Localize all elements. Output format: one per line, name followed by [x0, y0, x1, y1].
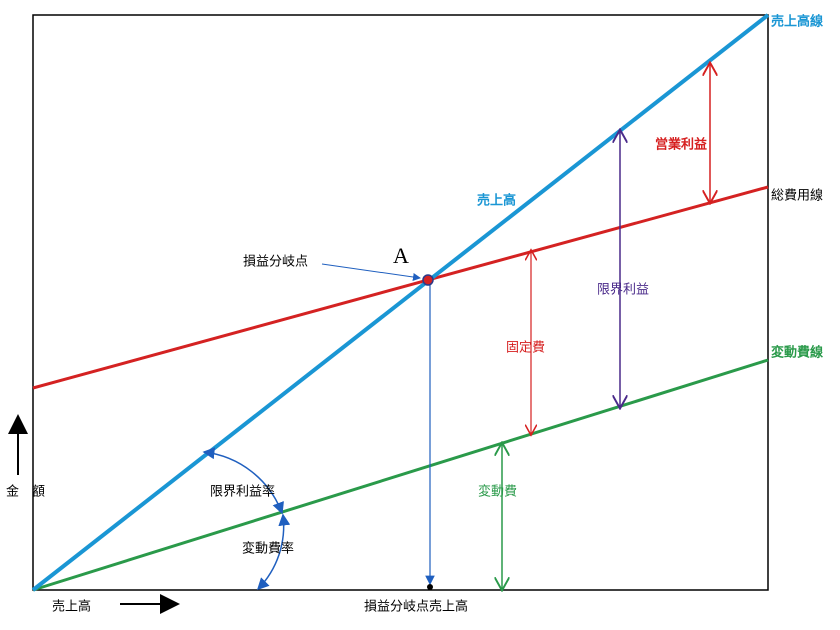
- variable-cost-line-label: 変動費線: [771, 345, 824, 361]
- sales-label: 売上高: [477, 193, 516, 209]
- variable-cost-label: 変動費: [478, 484, 517, 500]
- ratio-arc-1: [202, 447, 284, 515]
- total-cost-line: [32, 185, 769, 390]
- marginal-profit-label: 限界利益: [597, 283, 649, 298]
- total-cost-line-label: 総費用線: [771, 188, 823, 204]
- variable-cost-ratio-label: 変動費率: [242, 541, 294, 557]
- bep-pointer: [321, 263, 421, 281]
- ratio-arc-2: [256, 513, 291, 591]
- break-even-dot: [427, 584, 433, 590]
- bep-label: 損益分岐点: [243, 255, 308, 270]
- x-axis-label: 売上高: [52, 599, 91, 615]
- break-even-sales-label: 損益分岐点売上高: [364, 599, 468, 615]
- marginal-profit-ratio-label: 限界利益率: [210, 484, 275, 500]
- y-axis-label: 金 額: [6, 484, 45, 500]
- point-a: [422, 274, 434, 286]
- point-a-label: A: [393, 243, 409, 268]
- fixed-cost-label: 固定費: [506, 341, 545, 356]
- sales-line-label: 売上高線: [771, 14, 824, 30]
- plot-frame: [32, 14, 769, 591]
- variable-cost-line: [32, 358, 769, 592]
- operating-profit-label: 営業利益: [655, 137, 707, 153]
- sales-line: [31, 13, 770, 592]
